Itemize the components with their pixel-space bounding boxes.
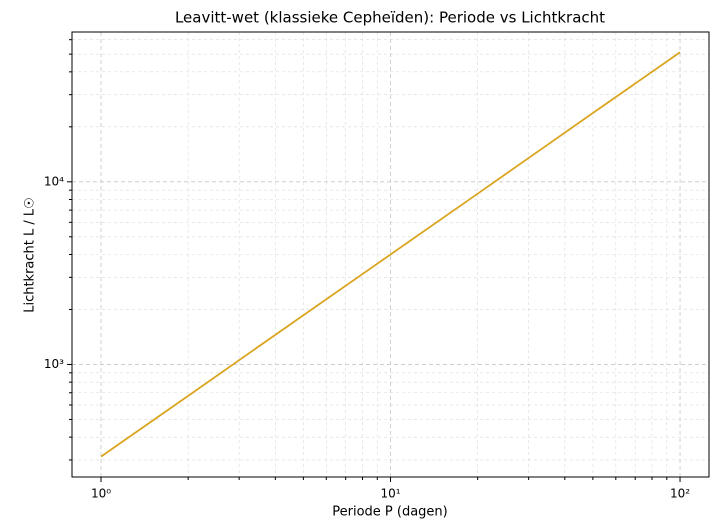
x-tick-label: 10¹ (380, 487, 400, 501)
x-tick-label: 10² (670, 487, 690, 501)
y-axis-label: Lichtkracht L / L☉ (23, 197, 38, 313)
x-axis-label: Periode P (dagen) (332, 505, 448, 520)
y-tick-label: 10³ (44, 357, 64, 371)
plot-frame (71, 31, 710, 478)
y-tick-label: 10⁴ (44, 174, 64, 188)
data-line (100, 51, 681, 458)
chart-title: Leavitt-wet (klassieke Cepheïden): Perio… (175, 9, 605, 27)
x-tick-label: 10⁰ (91, 487, 111, 501)
